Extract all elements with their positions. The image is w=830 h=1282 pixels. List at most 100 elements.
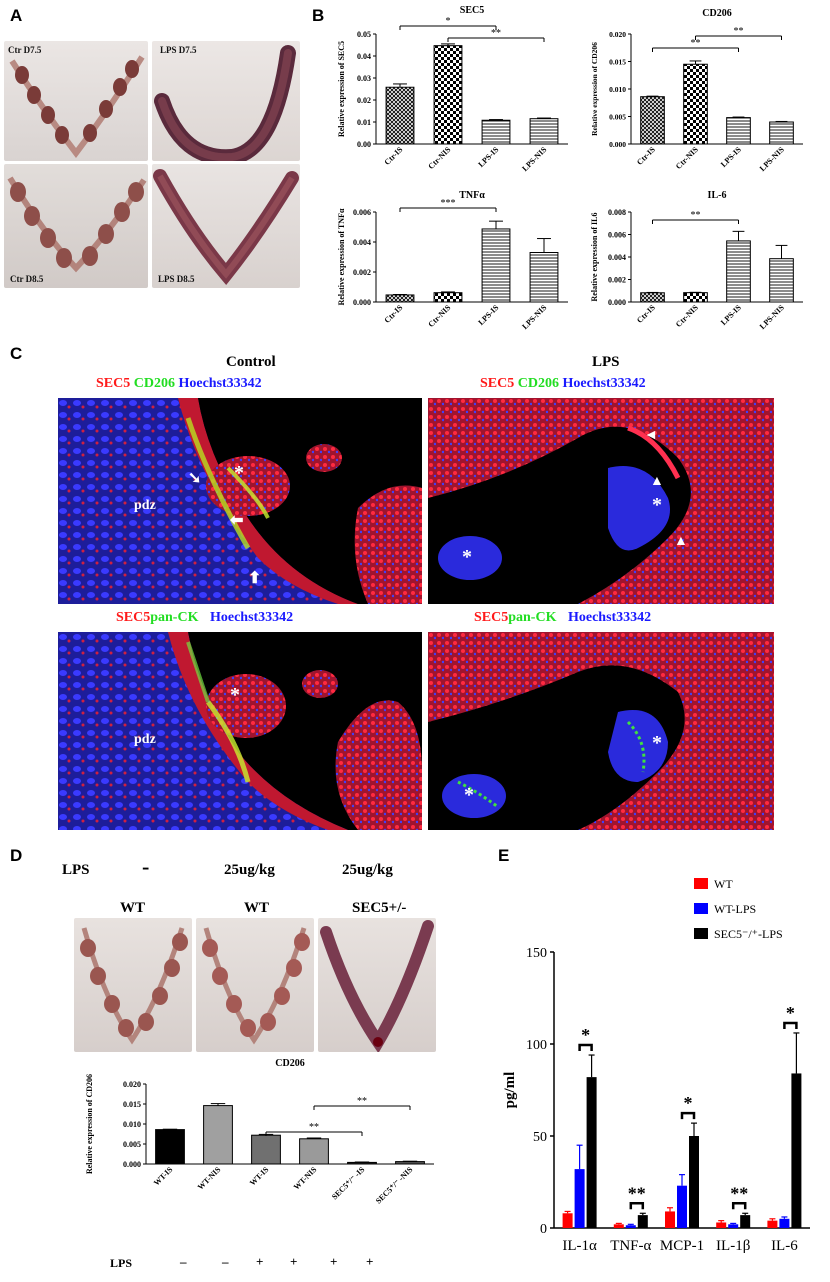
asterisk-marker: * <box>652 494 662 516</box>
sig-label: ** <box>309 1122 319 1133</box>
bar <box>299 1138 329 1165</box>
x-tick-label: LPS-NIS <box>520 145 548 173</box>
y-tick-label: 0.05 <box>357 30 371 39</box>
y-tick-label: 0.015 <box>123 1100 141 1109</box>
lps-bottom-row-label: LPS <box>110 1256 133 1270</box>
column-title-control: Control <box>226 354 276 370</box>
bar <box>574 1169 585 1228</box>
sig-label: * <box>446 16 451 27</box>
panel-letter-e: E <box>498 846 510 865</box>
bar <box>385 294 415 303</box>
uterus-horn-illustration <box>9 55 145 158</box>
panel-letter-d: D <box>10 846 23 865</box>
bar <box>625 1225 636 1228</box>
uterus-photo-ctr-d85: Ctr D8.5 <box>4 164 148 288</box>
bar <box>529 252 559 303</box>
y-axis-label: pg/ml <box>502 1072 518 1109</box>
y-tick-label: 0.008 <box>608 208 626 217</box>
lps-sign: + <box>256 1254 264 1269</box>
sig-label: ** <box>691 210 701 221</box>
x-tick-label: Ctr-NIS <box>674 145 700 171</box>
stain-label-control-bottom: SEC5pan-CK Hoechst33342 <box>116 610 294 625</box>
panel-letter-c: C <box>10 344 23 363</box>
sig-label: ** <box>491 28 501 39</box>
y-axis-label: Relative expression of CD206 <box>85 1074 94 1174</box>
x-tick-label: WT-NIS <box>196 1165 223 1192</box>
sig-label: * <box>786 1003 795 1023</box>
x-tick-label: LPS-NIS <box>758 303 786 331</box>
y-tick-label: 0.020 <box>609 30 626 39</box>
bar <box>769 121 794 145</box>
x-tick-label: Ctr-NIS <box>426 145 452 171</box>
chart-b-sec5: SEC5 Relative expression of SEC5 0.00 0.01 0… <box>337 5 568 173</box>
y-tick-label: 0.020 <box>123 1080 141 1089</box>
bar <box>769 258 794 303</box>
uterus-photo-sec5-lps <box>318 918 436 1052</box>
sig-label: * <box>684 1093 693 1113</box>
chart-b-cd206: CD206 Relative expression of CD206 0.000 0.… <box>590 8 803 173</box>
bar <box>395 1161 425 1165</box>
chart-e-cytokines: WT WT-LPS SEC5⁻/⁺-LPS pg/ml 0 50 100 150 * IL-1α *… <box>502 877 810 1254</box>
pdz-label: pdz <box>134 498 156 513</box>
bar <box>562 1213 573 1228</box>
bar <box>481 228 511 303</box>
chart-title: IL-6 <box>708 190 727 201</box>
x-tick-label: Ctr-NIS <box>426 303 452 329</box>
y-tick-label: 0.01 <box>357 118 371 127</box>
panel-letter-b: B <box>312 6 325 25</box>
y-tick-label: 0.005 <box>609 113 626 122</box>
sig-bracket <box>783 1021 798 1029</box>
bar <box>779 1218 790 1228</box>
panel-letter-a: A <box>10 6 23 25</box>
y-tick-label: 0.004 <box>608 253 626 262</box>
y-tick-label: 0.004 <box>353 238 371 247</box>
x-tick-label: SEC5⁺/⁻ -NIS <box>374 1165 415 1206</box>
photo-label: LPS D8.5 <box>158 274 195 284</box>
micrograph-illustration <box>58 398 422 604</box>
legend-swatch <box>694 903 708 914</box>
asterisk-marker: * <box>234 462 244 484</box>
x-tick-label: WT-IS <box>248 1165 271 1188</box>
micrograph-control-cd206: pdz * ➘ ⬅ ⬆ <box>58 398 422 604</box>
y-axis-label: Relative expression of CD206 <box>590 42 599 136</box>
x-tick-label: IL-1β <box>716 1238 750 1254</box>
genotype-label: WT <box>244 900 270 916</box>
bar <box>728 1224 739 1228</box>
bar <box>740 1215 751 1228</box>
micrograph-illustration <box>428 632 774 830</box>
lps-sign: – <box>222 1254 229 1269</box>
bar <box>716 1222 727 1228</box>
bar <box>689 1136 699 1228</box>
bar <box>726 117 751 145</box>
arrow-marker: ⬅ <box>230 512 244 529</box>
x-tick-label: MCP-1 <box>660 1238 704 1254</box>
dose-label: 25ug/kg <box>342 862 393 878</box>
y-tick-label: 0.000 <box>609 140 626 149</box>
uterus-horn-illustration <box>7 176 147 273</box>
sig-label: ** <box>734 26 744 37</box>
y-tick-label: 0.02 <box>357 96 371 105</box>
sig-label: ** <box>357 1096 367 1107</box>
y-axis-label: Relative expression of TNFα <box>337 208 346 305</box>
stain-label-lps-top: SEC5 CD206 Hoechst33342 <box>480 376 646 391</box>
dose-label: 25ug/kg <box>224 862 275 878</box>
bar <box>640 292 665 303</box>
bar <box>385 86 415 145</box>
genotype-label: SEC5+/- <box>352 900 407 916</box>
x-tick-label: Ctr-IS <box>635 303 657 325</box>
arrowhead-marker: ▲ <box>674 534 688 549</box>
chart-b-il6: IL-6 Relative expression of IL6 0.000 0.002… <box>590 190 803 331</box>
sig-bracket <box>731 1202 747 1210</box>
micrograph-lps-panck: * * <box>428 632 774 830</box>
x-tick-label: IL-1α <box>562 1238 597 1254</box>
chart-title: CD206 <box>275 1058 304 1069</box>
legend-swatch <box>694 878 708 889</box>
x-tick-label: LPS-IS <box>476 145 500 169</box>
y-tick-label: 50 <box>533 1130 547 1145</box>
x-tick-label: Ctr-IS <box>383 303 405 325</box>
y-tick-label: 0.015 <box>609 58 626 67</box>
uterus-horn-illustration <box>153 169 299 286</box>
lps-row-label: LPS <box>62 862 90 878</box>
sig-label: *** <box>441 198 456 209</box>
y-tick-label: 0.002 <box>353 268 371 277</box>
